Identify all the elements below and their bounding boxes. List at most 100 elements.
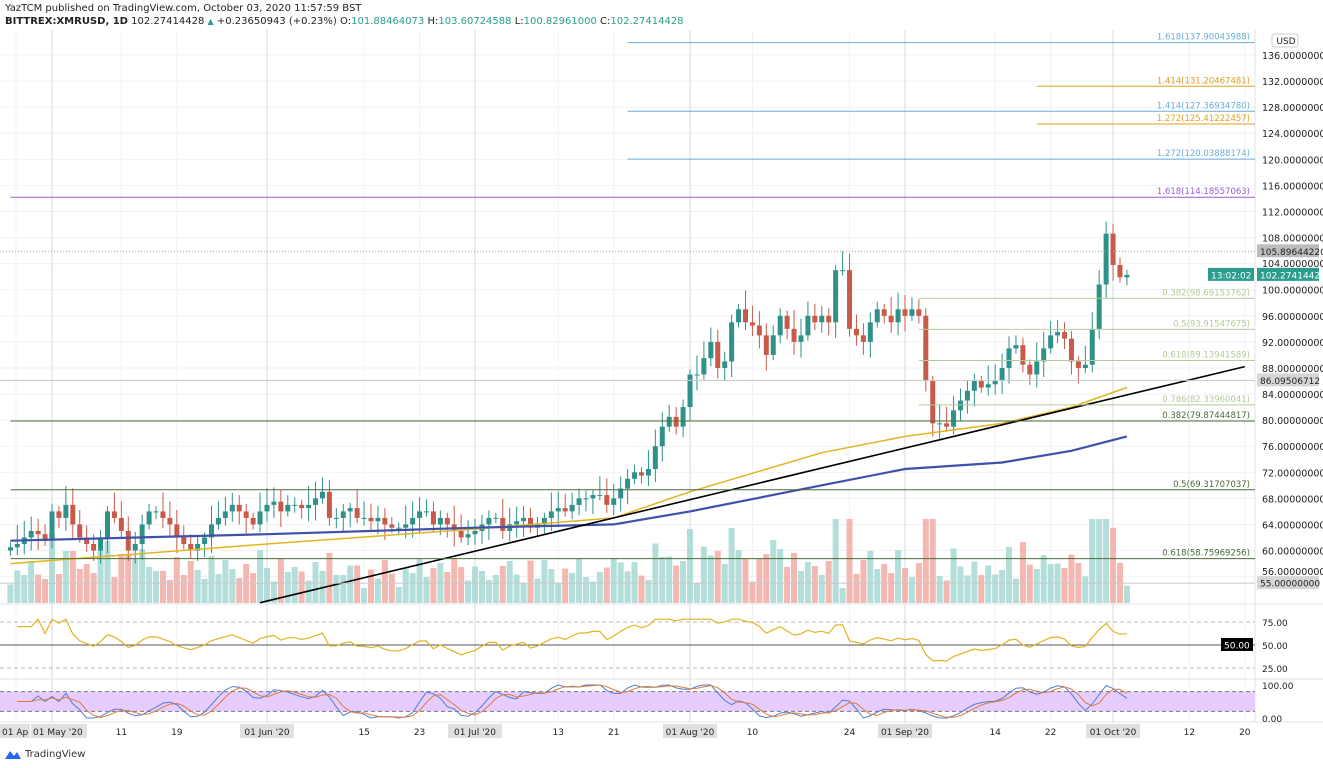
- candle-body: [514, 521, 520, 525]
- candle-body: [49, 511, 55, 541]
- volume-bar: [499, 566, 506, 603]
- candle-body: [472, 530, 478, 535]
- volume-bar: [659, 557, 666, 603]
- candle-body: [410, 517, 416, 525]
- candle-body: [930, 381, 936, 424]
- candle-body: [188, 544, 194, 551]
- candle-body: [56, 511, 62, 518]
- y-axis-tick: 68.00000000: [1262, 494, 1323, 505]
- symbol-name[interactable]: BITTREX:XMRUSD, 1D: [5, 16, 128, 27]
- candle-body: [992, 381, 998, 385]
- volume-bar: [340, 575, 347, 603]
- candle-body: [195, 544, 201, 551]
- volume-bar: [139, 549, 146, 603]
- close-label: C:: [600, 16, 611, 27]
- volume-bar: [236, 578, 243, 603]
- volume-bar: [291, 567, 298, 603]
- candle-body: [618, 488, 624, 499]
- volume-bar: [465, 580, 472, 603]
- candle-body: [299, 504, 305, 509]
- candle-body: [1062, 332, 1068, 339]
- y-axis-tick: 112.00000000: [1262, 207, 1323, 218]
- volume-bar: [527, 560, 534, 603]
- candle-body: [167, 517, 173, 525]
- candle-body: [333, 517, 339, 519]
- volume-bar: [1019, 542, 1026, 603]
- candle-body: [84, 537, 90, 544]
- volume-bar: [1012, 578, 1019, 603]
- candle-body: [625, 478, 631, 489]
- y-axis-tick: 108.00000000: [1262, 234, 1323, 245]
- volume-bar: [513, 574, 520, 603]
- fib-level-label: 0.618(89.13941589): [1162, 351, 1250, 361]
- stoch-k-line: [17, 684, 1128, 719]
- volume-bar: [950, 548, 957, 603]
- volume-bar: [1068, 554, 1075, 603]
- candle-body: [645, 469, 651, 476]
- volume-bar: [388, 573, 395, 603]
- volume-bar: [478, 571, 485, 603]
- trendline: [259, 365, 1246, 604]
- volume-bar: [159, 571, 166, 603]
- rsi-marker-label: 50.00: [1224, 642, 1250, 652]
- candle-body: [971, 381, 977, 391]
- y-axis-tick: 96.00000000: [1262, 312, 1323, 323]
- time-label-bg: [448, 724, 503, 738]
- candle-body: [881, 309, 887, 316]
- candle-body: [1006, 348, 1012, 368]
- volume-bar: [284, 572, 291, 603]
- volume-bar: [728, 528, 735, 603]
- tradingview-brand: TradingView: [25, 748, 86, 760]
- candle-body: [326, 491, 332, 518]
- candle-body: [687, 374, 693, 408]
- volume-bar: [707, 555, 714, 603]
- fib-level-label: 0.5(93.91547675): [1173, 319, 1250, 329]
- y-axis-tick: 84.00000000: [1262, 390, 1323, 401]
- y-axis-tick: 100.00000000: [1262, 286, 1323, 297]
- volume-bar: [402, 568, 409, 603]
- candle-body: [153, 511, 159, 513]
- candle-body: [278, 501, 284, 512]
- candle-body: [860, 335, 866, 342]
- volume-bar: [569, 573, 576, 603]
- volume-bar: [999, 570, 1006, 603]
- time-label-bg: [1086, 724, 1141, 738]
- volume-bar: [298, 571, 305, 603]
- candle-body: [1075, 361, 1081, 368]
- candle-body: [680, 407, 686, 427]
- volume-bar: [208, 556, 215, 603]
- candle-body: [313, 498, 319, 505]
- volume-bar: [687, 529, 694, 603]
- candle-body: [458, 530, 464, 538]
- candle-body: [70, 504, 76, 525]
- volume-bar: [763, 554, 770, 603]
- volume-bar: [853, 574, 860, 603]
- x-axis-tick: 01 Jun '20: [244, 728, 289, 738]
- volume-bar: [1110, 527, 1117, 603]
- y-axis-tick: 136.00000000: [1262, 51, 1323, 62]
- candle-body: [826, 315, 832, 323]
- rsi-axis-tick: 50.00: [1262, 642, 1288, 652]
- candle-body: [486, 517, 492, 525]
- volume-bar: [908, 577, 915, 603]
- volume-bar: [1096, 519, 1103, 603]
- candle-body: [576, 498, 582, 505]
- candle-body: [257, 511, 263, 525]
- volume-bar: [818, 575, 825, 603]
- moving-average-fast: [10, 386, 1128, 565]
- candle-body: [1020, 345, 1026, 365]
- fib-level-label: 1.618(114.18557063): [1157, 187, 1250, 197]
- candle-body: [382, 517, 388, 525]
- candle-body: [417, 511, 423, 518]
- candle-body: [375, 517, 381, 522]
- volume-bar: [888, 573, 895, 603]
- candle-body: [215, 517, 221, 525]
- price-tag: [1257, 244, 1319, 258]
- rsi-line: [17, 618, 1127, 662]
- candle-body: [1013, 345, 1019, 349]
- candle-body: [701, 358, 707, 375]
- candle-body: [1027, 364, 1033, 375]
- volume-bar: [992, 574, 999, 603]
- volume-bar: [451, 558, 458, 603]
